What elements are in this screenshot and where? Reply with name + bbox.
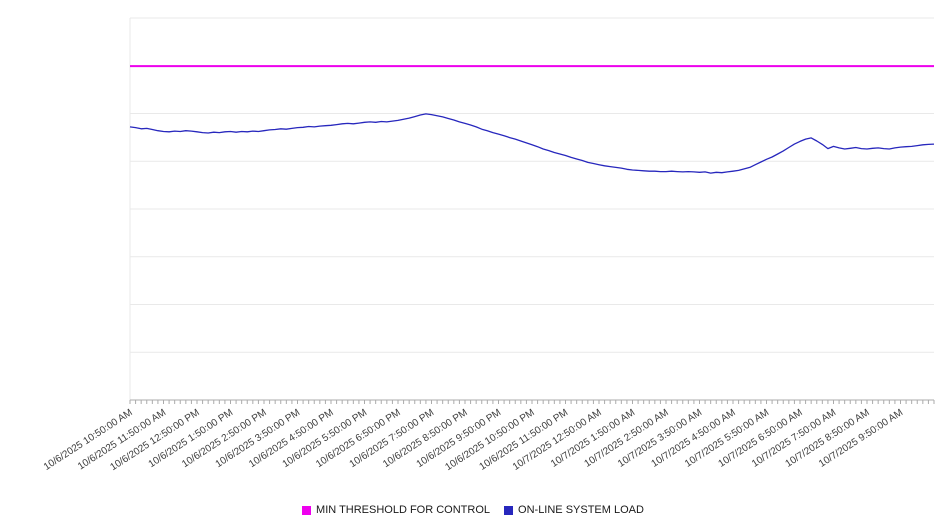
legend-item-min-threshold[interactable]: MIN THRESHOLD FOR CONTROL bbox=[302, 504, 490, 516]
chart-legend: MIN THRESHOLD FOR CONTROL ON-LINE SYSTEM… bbox=[0, 504, 946, 516]
system-load-swatch bbox=[504, 505, 514, 515]
legend-item-system-load[interactable]: ON-LINE SYSTEM LOAD bbox=[504, 504, 644, 516]
system-load-line bbox=[129, 113, 935, 174]
system-load-legend-label: ON-LINE SYSTEM LOAD bbox=[518, 504, 644, 516]
min-threshold-legend-label: MIN THRESHOLD FOR CONTROL bbox=[316, 504, 491, 516]
min-threshold-swatch bbox=[302, 505, 312, 515]
